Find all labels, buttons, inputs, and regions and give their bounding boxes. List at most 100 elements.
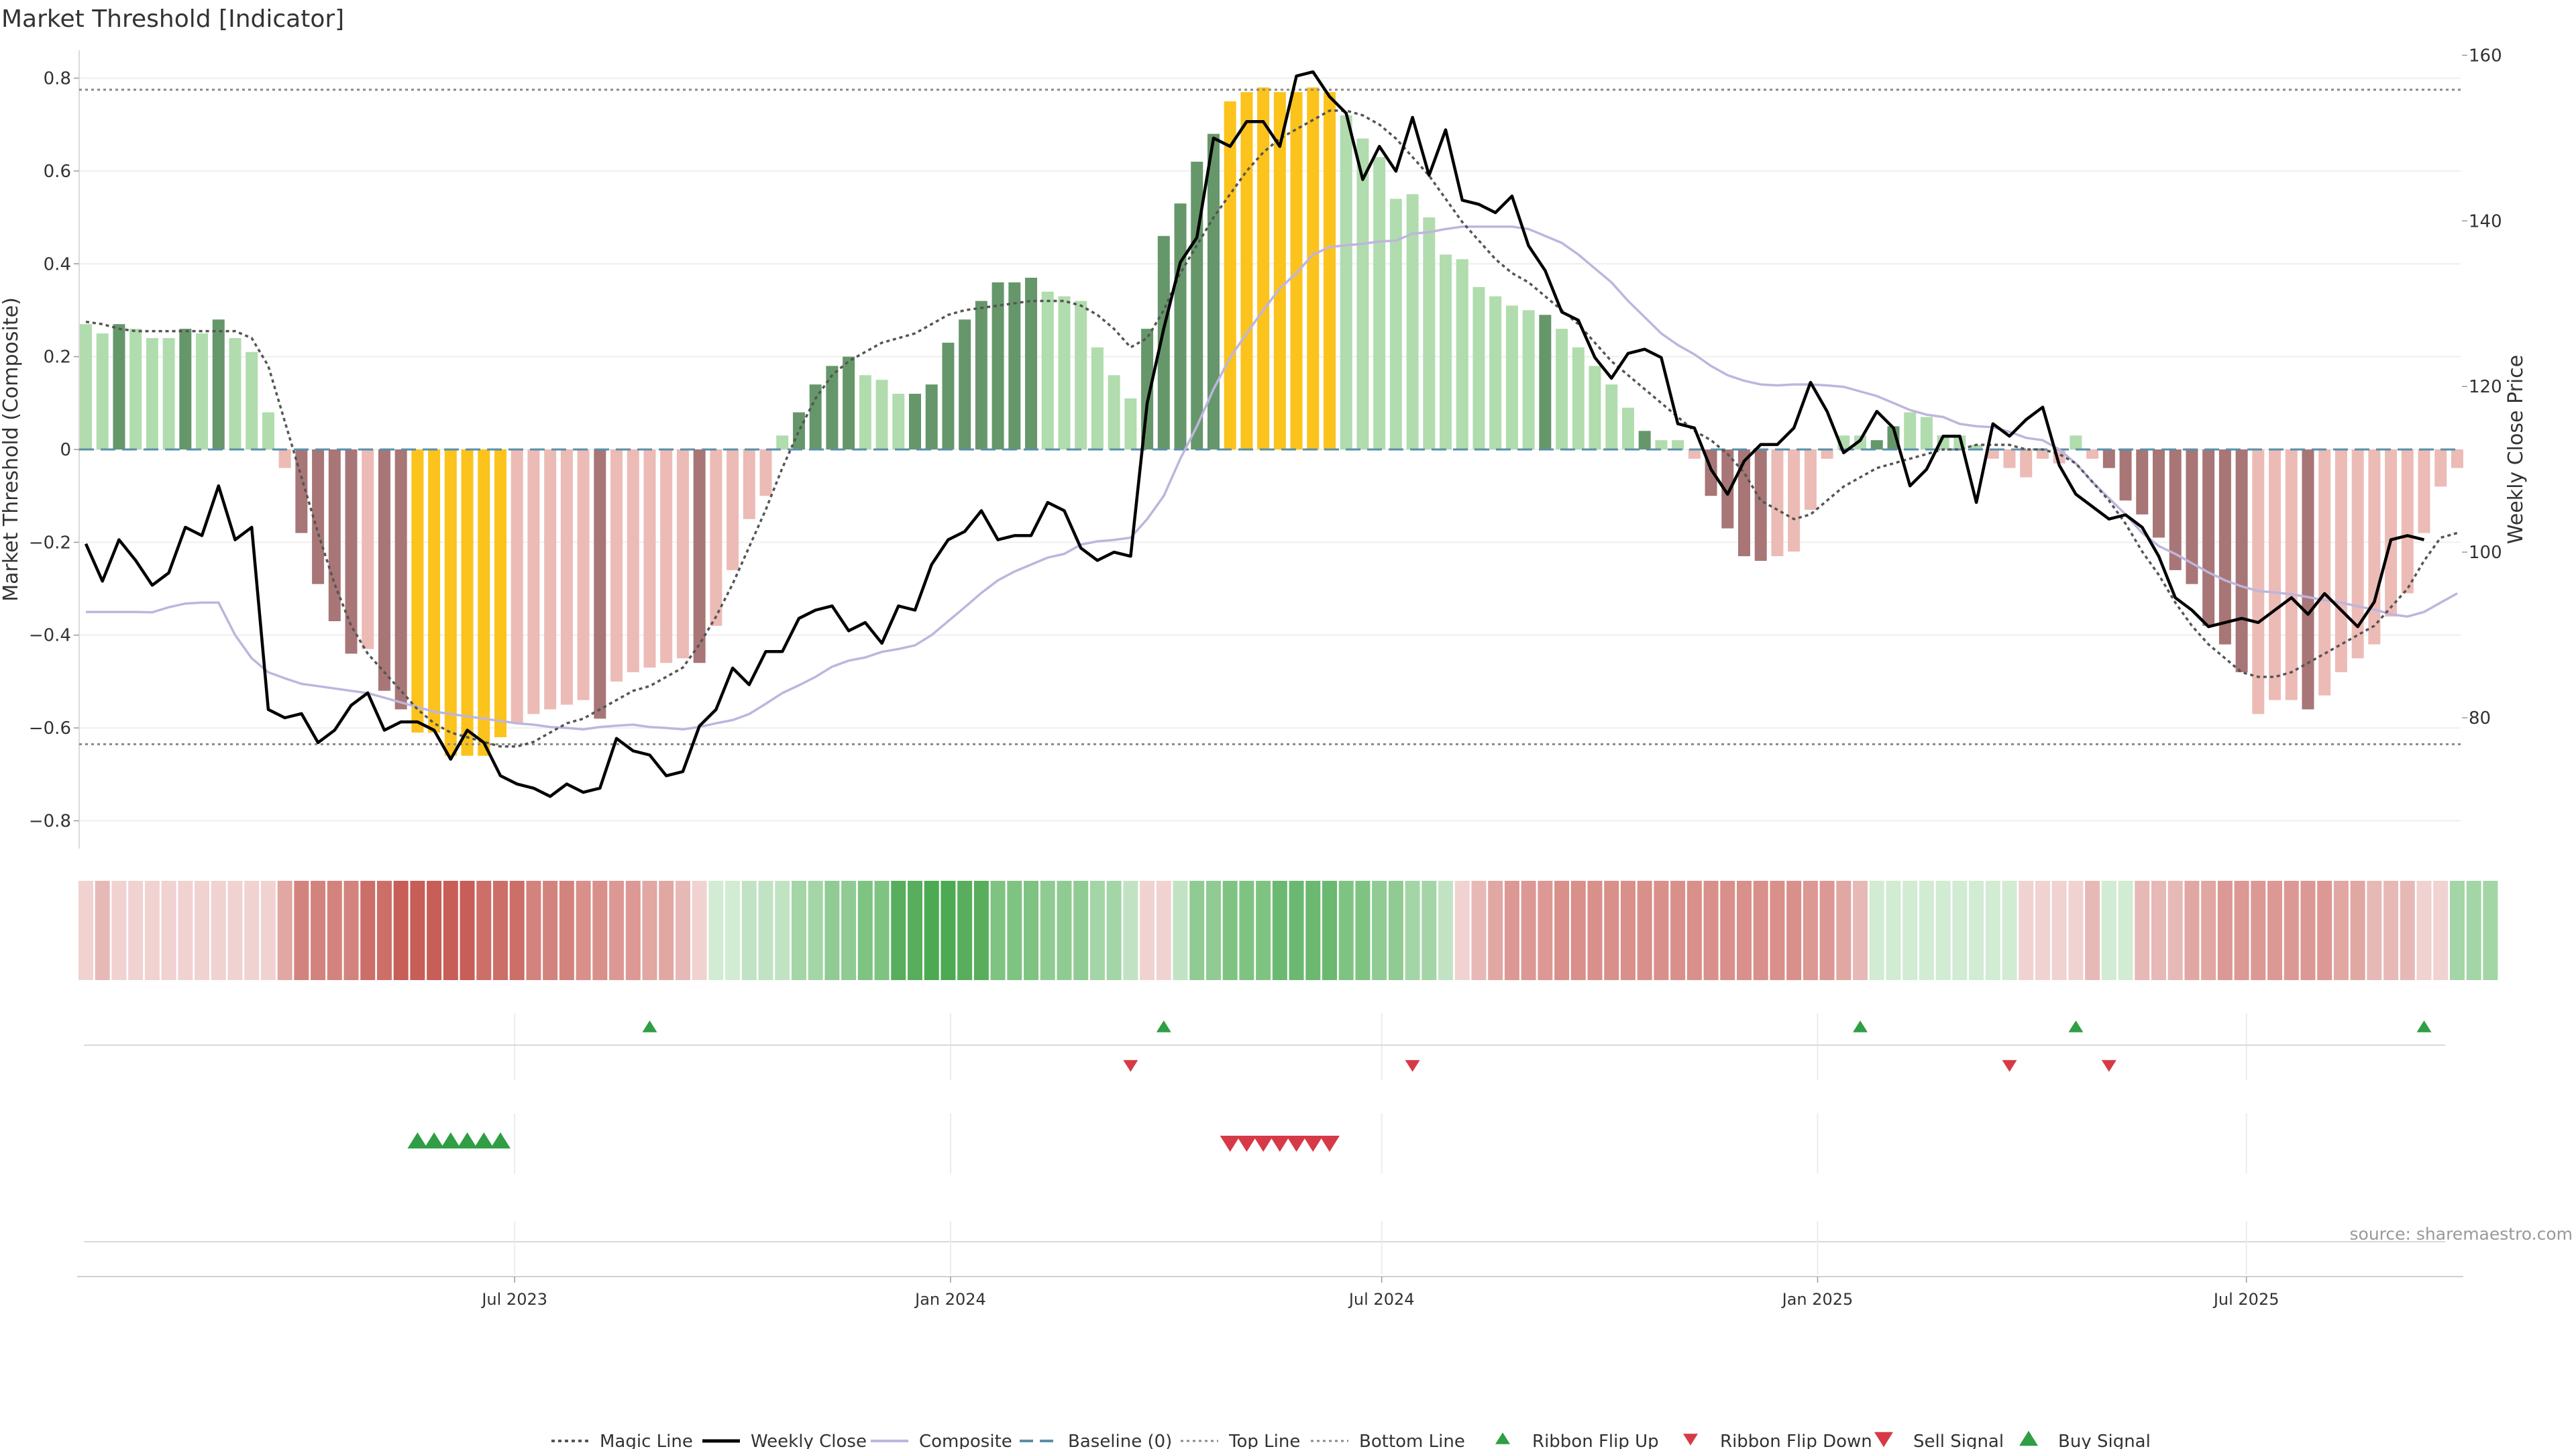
ribbon-cell xyxy=(1438,881,1454,980)
composite-bar xyxy=(1440,254,1452,449)
composite-bar xyxy=(1489,296,1502,449)
composite-bar xyxy=(959,319,971,449)
ribbon-cell xyxy=(1886,881,1901,980)
composite-bar xyxy=(610,449,623,682)
legend-label: Baseline (0) xyxy=(1068,1432,1172,1449)
y-tick-label-right: 160 xyxy=(2469,46,2502,66)
ribbon-cell xyxy=(2201,881,2216,980)
ribbon-cell xyxy=(1554,881,1570,980)
ribbon-cell xyxy=(1073,881,1089,980)
ribbon-cell xyxy=(543,881,558,980)
composite-bar xyxy=(2003,449,2016,468)
composite-bar xyxy=(146,337,158,449)
composite-bar xyxy=(1539,315,1552,449)
legend-item: Top Line xyxy=(1181,1432,1300,1449)
ribbon-cell xyxy=(2400,881,2415,980)
composite-bar xyxy=(378,449,390,691)
ribbon-cell xyxy=(1703,881,1719,980)
ribbon-cell xyxy=(2184,881,2200,980)
ribbon-cell xyxy=(642,881,657,980)
composite-bar xyxy=(875,380,888,449)
ribbon-cell xyxy=(908,881,922,980)
legend-item: Bottom Line xyxy=(1311,1432,1465,1449)
ribbon-cell xyxy=(1670,881,1686,980)
ribbon-cell xyxy=(1173,881,1188,980)
ribbon-cell xyxy=(857,881,873,980)
ribbon-cell xyxy=(1952,881,1968,980)
signal-panel xyxy=(84,1114,2445,1242)
composite-bar xyxy=(1688,449,1701,459)
composite-bar xyxy=(1389,199,1402,449)
ribbon-cell xyxy=(758,881,773,980)
composite-bar xyxy=(1041,291,1054,449)
composite-bar xyxy=(2119,449,2132,501)
y-axis-label-left: Market Threshold (Composite) xyxy=(0,297,23,602)
ribbon-cell xyxy=(775,881,790,980)
ribbon-cell xyxy=(1123,881,1138,980)
composite-bar xyxy=(246,352,258,449)
composite-bar xyxy=(1456,259,1468,449)
ribbon-flip-up-marker xyxy=(2416,1020,2432,1032)
composite-bar xyxy=(444,449,457,756)
ribbon-cell xyxy=(592,881,608,980)
ribbon-cell xyxy=(476,881,492,980)
ribbon-flip-up-marker xyxy=(1853,1020,1868,1032)
buy-signal-marker xyxy=(457,1132,478,1148)
ribbon-cell xyxy=(1902,881,1918,980)
composite-bar xyxy=(627,449,639,673)
sell-signal-marker xyxy=(1320,1136,1340,1152)
ribbon-cell xyxy=(410,881,425,980)
composite-bar xyxy=(2036,449,2049,459)
y-tick-label-left: −0.8 xyxy=(29,811,71,831)
ribbon-flip-up-marker xyxy=(1156,1020,1171,1032)
composite-bar xyxy=(2020,449,2033,478)
ribbon-cell xyxy=(1985,881,2000,980)
composite-bar xyxy=(1423,217,1436,449)
composite-bar xyxy=(345,449,358,654)
y-axis-label-right: Weekly Close Price xyxy=(2504,355,2528,544)
composite-bar xyxy=(942,342,955,449)
ribbon-cell xyxy=(178,881,193,980)
sell-signal-marker xyxy=(1269,1136,1290,1152)
composite-bar xyxy=(1572,347,1585,449)
ribbon-cell xyxy=(1570,881,1586,980)
composite-bar xyxy=(1854,435,1867,449)
composite-bar xyxy=(1091,347,1104,449)
composite-bar xyxy=(1207,133,1220,449)
ribbon-cell xyxy=(1786,881,1802,980)
ribbon-cell xyxy=(741,881,757,980)
ribbon-cell xyxy=(1338,881,1354,980)
ribbon-flip-down-marker xyxy=(1123,1060,1138,1072)
ribbon-cell xyxy=(1040,881,1055,980)
composite-bar xyxy=(2186,449,2198,584)
ribbon-cell xyxy=(1222,881,1238,980)
ribbon-cell xyxy=(227,881,243,980)
composite-bar xyxy=(544,449,557,710)
ribbon-cell xyxy=(2135,881,2150,980)
composite-bar xyxy=(179,329,192,449)
ribbon-cell xyxy=(559,881,574,980)
ribbon-cell xyxy=(924,881,939,980)
composite-bar xyxy=(660,449,673,663)
composite-line xyxy=(86,225,2458,731)
sell-signal-marker xyxy=(1253,1136,1274,1152)
x-tick-label: Jul 2024 xyxy=(1348,1290,1415,1309)
ribbon-cell xyxy=(1969,881,1984,980)
composite-bar xyxy=(843,356,855,449)
legend-swatch xyxy=(2019,1430,2038,1446)
ribbon-flip-down-marker xyxy=(1405,1060,1420,1072)
composite-bar xyxy=(262,412,274,449)
main-panel: 0.8 0.6 0.4 0.2 0 −0.2 −0.4 −0.6 −0.8 160 140 120 10… xyxy=(0,46,2528,849)
composite-bar xyxy=(759,449,772,496)
ribbon-cell xyxy=(808,881,823,980)
buy-signal-marker xyxy=(407,1132,428,1148)
composite-bar xyxy=(2218,449,2231,645)
composite-bar xyxy=(2285,449,2298,700)
composite-bar xyxy=(975,301,987,449)
buy-signal-marker xyxy=(474,1132,494,1148)
composite-bar xyxy=(1655,440,1668,449)
ribbon-cell xyxy=(2383,881,2399,980)
ribbon-cell xyxy=(509,881,525,980)
composite-bar xyxy=(1970,445,1983,449)
composite-bar xyxy=(96,333,109,449)
